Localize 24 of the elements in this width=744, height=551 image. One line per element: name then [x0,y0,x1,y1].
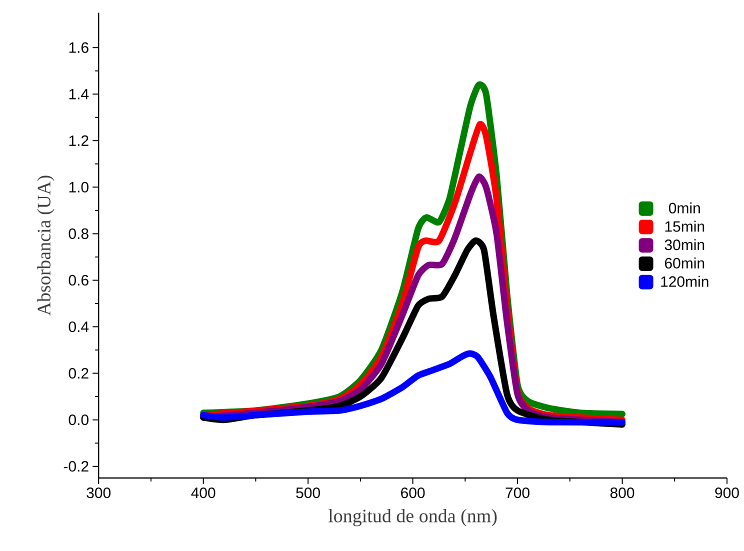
y-axis-title: Absorbancia (UA) [37,176,54,316]
legend-label: 30min [664,239,704,250]
y-tick-label: 1.6 [69,42,88,53]
x-axis-title: longitud de onda (nm) [328,509,497,526]
y-tick-label: -0.2 [64,461,88,472]
x-tick-label: 400 [191,488,216,498]
y-tick-label: 0.8 [68,228,88,240]
x-tick-label: 700 [506,488,530,498]
y-tick-label: 0.4 [68,321,89,332]
y-tick-label: 1.2 [69,135,88,146]
legend-label: 0min [668,202,700,214]
x-tick-label: 900 [715,488,739,498]
x-tick-label: 800 [610,488,634,498]
y-tick-label: 0.2 [68,368,88,379]
x-tick-label: 600 [401,488,425,498]
y-tick-label: 1.0 [69,182,88,192]
y-tick-label: 0.0 [68,414,88,426]
legend-label: 60min [664,258,704,269]
legend-label: 120min [661,276,708,287]
legend-label: 15min [665,220,704,232]
x-tick-label: 500 [296,488,320,498]
y-tick-label: 1.4 [69,88,89,100]
x-tick-label: 300 [86,488,111,498]
y-tick-label: 0.6 [68,274,88,286]
